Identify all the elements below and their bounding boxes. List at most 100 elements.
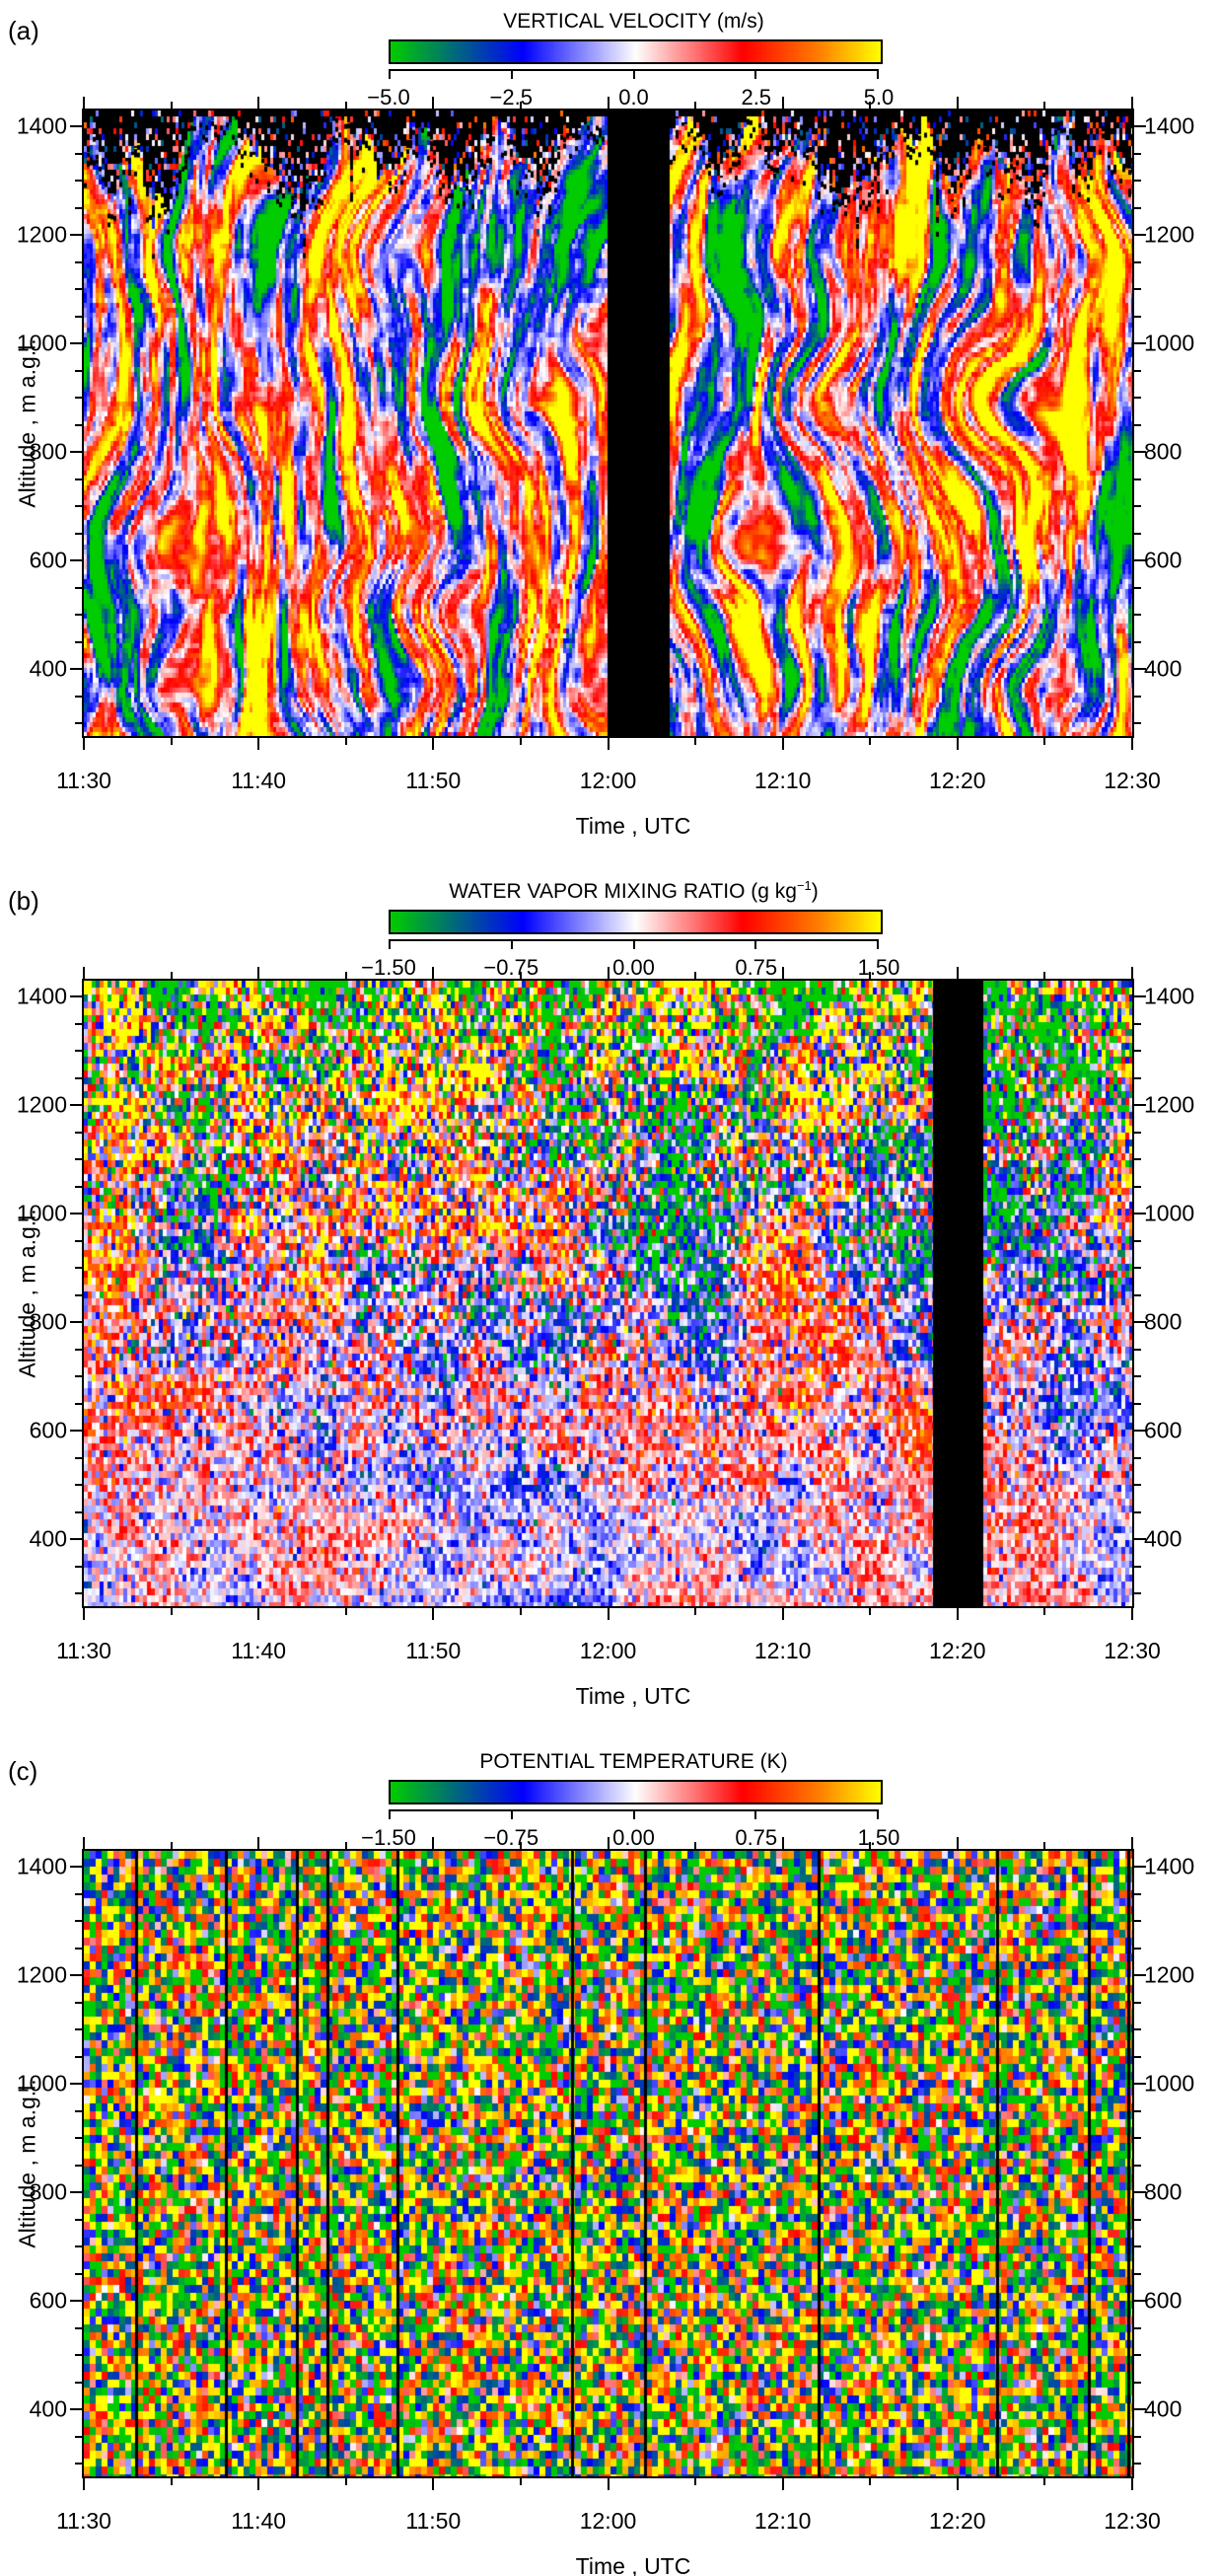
axis-tick: [1134, 369, 1141, 372]
axis-tick: [432, 97, 434, 109]
colorbar-tick-label: 0.0: [618, 85, 649, 110]
colorbar-axis-tick: [633, 71, 635, 79]
axis-tick: [1134, 1213, 1146, 1214]
axis-tick: [1134, 423, 1141, 426]
y-tick-label-left: 1400: [16, 983, 67, 1009]
axis-tick: [75, 1565, 82, 1568]
axis-tick: [70, 451, 82, 453]
axis-tick: [1131, 1608, 1133, 1620]
axis-tick: [1134, 2218, 1141, 2221]
axis-tick: [75, 288, 82, 290]
axis-tick: [1131, 1837, 1133, 1849]
colorbar-axis-tick: [877, 941, 879, 949]
axis-tick: [520, 2478, 522, 2485]
colorbar-tick-label: −1.50: [361, 1825, 416, 1850]
axis-tick: [75, 2028, 82, 2030]
axis-tick: [694, 738, 696, 745]
axis-tick: [1134, 614, 1141, 616]
axis-tick: [75, 586, 82, 589]
axis-tick: [75, 260, 82, 263]
colorbar-axis-tick: [511, 71, 513, 79]
y-tick-label-left: 1000: [16, 1200, 67, 1226]
colorbar-axis-tick: [633, 941, 635, 949]
axis-tick: [957, 738, 959, 750]
x-tick-label: 11:40: [231, 2508, 287, 2534]
y-tick-label-right: 1400: [1144, 112, 1195, 139]
y-tick-label-left: 1200: [16, 1091, 67, 1118]
axis-tick: [1134, 1947, 1141, 1950]
colorbar-axis-tick: [511, 941, 513, 949]
heatmap-canvas: [84, 1851, 1132, 2476]
y-tick-label-left: 1000: [16, 2070, 67, 2097]
axis-tick: [1134, 1974, 1146, 1976]
axis-tick: [70, 1974, 82, 1976]
axis-tick: [1134, 342, 1146, 344]
y-tick-labels-right: 1400 1200 1000 800 600 400: [1136, 979, 1219, 1608]
x-tick-label: 12:20: [929, 1638, 986, 1663]
colorbar-gradient: [389, 1780, 883, 1804]
axis-tick: [75, 1592, 82, 1594]
axis-tick: [608, 738, 610, 750]
axis-tick: [432, 1608, 434, 1620]
axis-tick: [75, 1375, 82, 1377]
axis-tick: [694, 1842, 696, 1849]
axis-tick: [1134, 695, 1141, 698]
axis-tick: [1134, 478, 1141, 480]
colorbar-tick-labels: −5.0 −2.5 0.0 2.5 5.0: [367, 85, 894, 110]
axis-tick: [432, 967, 434, 979]
axis-tick: [1134, 2191, 1146, 2193]
axis-tick: [782, 1608, 784, 1620]
axis-tick: [1134, 1866, 1146, 1868]
axis-tick: [70, 1321, 82, 1323]
y-tick-label-right: 1000: [1144, 2070, 1195, 2097]
axis-tick: [1131, 97, 1133, 109]
x-tick-label: 11:50: [405, 2508, 462, 2534]
colorbar-axis-tick: [389, 71, 391, 79]
colorbar-title-text: POTENTIAL TEMPERATURE (K): [479, 1750, 788, 1773]
colorbar-axis-tick: [754, 1811, 756, 1819]
axis-tick: [1134, 288, 1141, 290]
axis-tick: [1134, 668, 1146, 670]
axis-tick: [520, 1842, 522, 1849]
axis-tick: [75, 1267, 82, 1269]
axis-tick: [345, 1842, 347, 1849]
axis-tick: [432, 738, 434, 750]
axis-tick: [75, 1131, 82, 1134]
axis-tick: [257, 738, 259, 750]
axis-tick: [75, 152, 82, 155]
y-tick-label-left: 600: [29, 2287, 67, 2314]
y-tick-label-right: 400: [1144, 1525, 1183, 1552]
axis-tick: [957, 1608, 959, 1620]
y-tick-label-right: 400: [1144, 655, 1183, 682]
axis-tick: [608, 1837, 610, 1849]
y-tick-label-right: 800: [1144, 1308, 1183, 1335]
axis-tick: [171, 1842, 173, 1849]
colorbar-tick-label: 5.0: [863, 85, 895, 110]
panel-c: (c) POTENTIAL TEMPERATURE (K) −1.50 −0.75…: [0, 1740, 1219, 2576]
colorbar-tick-label: −5.0: [367, 85, 410, 110]
axis-tick: [70, 2300, 82, 2302]
axis-tick: [75, 2272, 82, 2275]
axis-tick: [1134, 586, 1141, 589]
colorbar-gradient: [389, 910, 883, 934]
axis-tick: [75, 2381, 82, 2384]
y-tick-label-left: 1200: [16, 221, 67, 248]
x-tick-label: 12:30: [1104, 1638, 1161, 1663]
axis-tick: [75, 315, 82, 318]
axis-tick: [1134, 125, 1146, 127]
axis-tick: [1134, 559, 1146, 561]
colorbar-tick-label: −0.75: [483, 955, 539, 980]
colorbar-gradient: [389, 39, 883, 64]
colorbar-tick-label: 0.75: [735, 955, 778, 980]
axis-tick: [1134, 1402, 1141, 1405]
axis-tick: [75, 1484, 82, 1486]
axis-tick: [520, 738, 522, 745]
axis-tick: [869, 972, 871, 979]
axis-tick: [75, 1022, 82, 1025]
axis-tick: [75, 695, 82, 698]
y-tick-label-left: 800: [29, 2178, 67, 2205]
axis-tick: [83, 1608, 85, 1620]
axis-tick: [171, 102, 173, 109]
axis-tick: [1134, 640, 1141, 643]
